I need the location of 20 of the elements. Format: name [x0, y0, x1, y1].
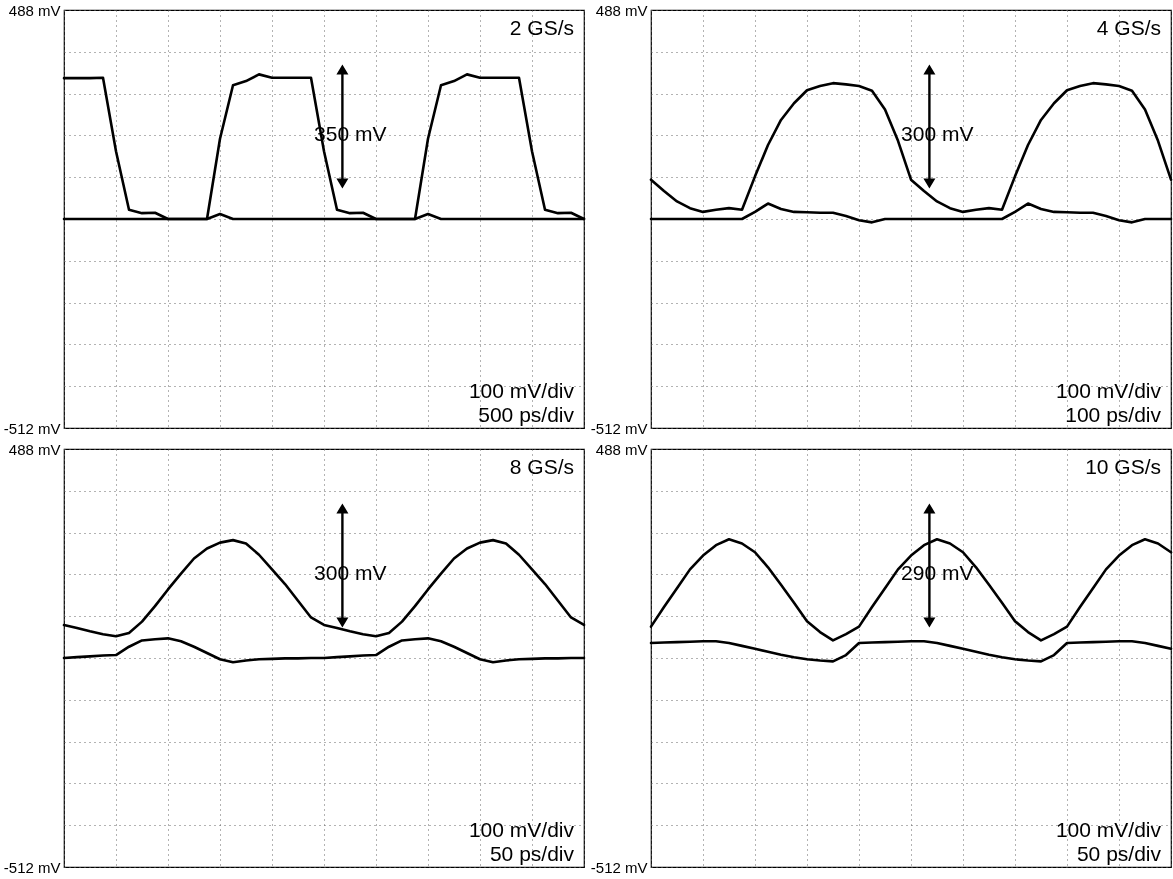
annotation: 100 mV/div: [468, 379, 575, 402]
annotation: 500 ps/div: [478, 403, 575, 426]
y-tick-label: 488 mV: [595, 440, 648, 458]
y-tick-label: 488 mV: [595, 1, 648, 19]
annotation: 8 GS/s: [509, 455, 574, 478]
annotation: 4 GS/s: [1096, 16, 1161, 39]
annotation: 100 ps/div: [1065, 403, 1162, 426]
annotation: 100 mV/div: [1055, 379, 1162, 402]
y-tick-label: 488 mV: [8, 1, 61, 19]
y-tick-label: 488 mV: [8, 440, 61, 458]
annotation: 100 mV/div: [1055, 818, 1162, 841]
y-tick-label: -512 mV: [590, 858, 648, 876]
y-tick-label: -512 mV: [3, 858, 61, 876]
annotation: 100 mV/div: [468, 818, 575, 841]
annotation: 50 ps/div: [1076, 842, 1162, 865]
y-tick-label: -512 mV: [3, 419, 61, 437]
y-tick-label: -512 mV: [590, 419, 648, 437]
annotation: 2 GS/s: [509, 16, 574, 39]
annotation: 50 ps/div: [489, 842, 575, 865]
annotation: 10 GS/s: [1085, 455, 1161, 478]
